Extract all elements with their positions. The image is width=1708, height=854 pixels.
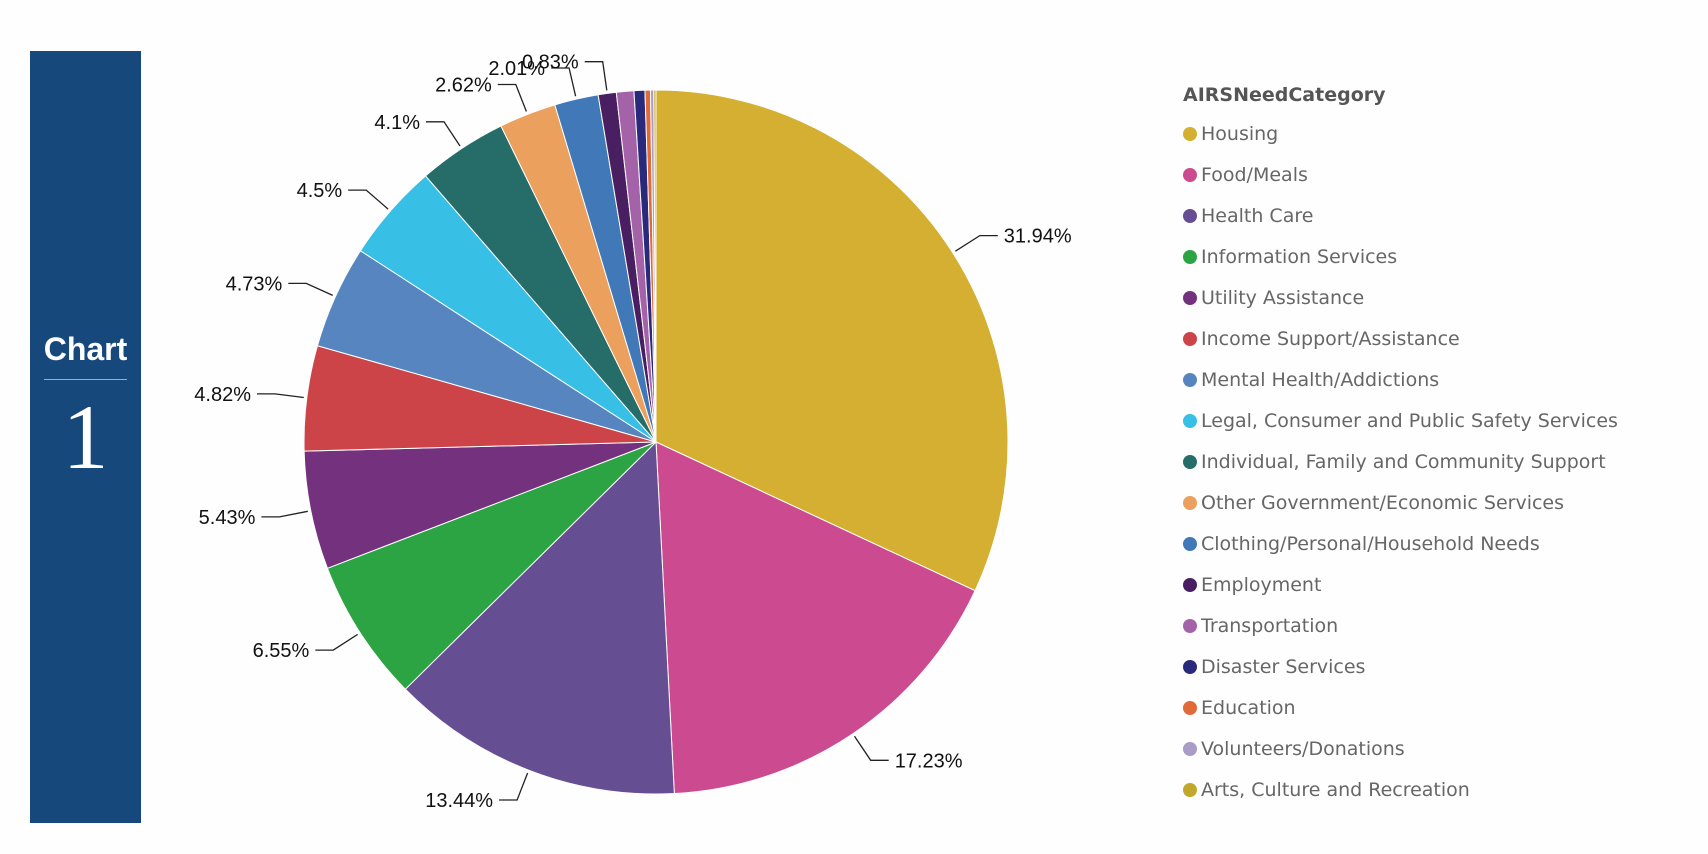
data-label-clothing-personal-household-needs: 2.01% — [488, 58, 545, 80]
label-leader-health-care — [499, 772, 529, 801]
data-label-information-services: 6.55% — [253, 640, 310, 662]
data-label-employment: 0.83% — [522, 52, 579, 74]
legend-label: Arts, Culture and Recreation — [1201, 778, 1470, 801]
label-leader-mental-health-addictions — [288, 282, 333, 296]
label-leader-employment — [584, 61, 608, 91]
data-label-income-support-assistance: 4.82% — [194, 384, 251, 406]
legend-swatch — [1183, 741, 1197, 756]
label-leader-other-government-economic-services — [497, 83, 528, 112]
legend-item-health-care[interactable]: Health Care — [1183, 195, 1618, 236]
pie-data-labels: 31.94% 17.23% 13.44% 6.55% 5.43% 4.82% 4.73% 4.… — [194, 52, 1072, 812]
data-label-individual-family-and-community-support: 4.1% — [374, 112, 420, 134]
pie-slice-arts-culture-and-recreation[interactable] — [653, 89, 657, 443]
legend-label: Mental Health/Addictions — [1201, 368, 1440, 391]
legend-label: Education — [1201, 696, 1296, 719]
pie-slice-information-services[interactable] — [326, 441, 657, 690]
legend-label: Information Services — [1201, 245, 1398, 268]
chart-number-panel: Chart 1 — [30, 51, 141, 823]
legend-item-housing[interactable]: Housing — [1183, 113, 1618, 154]
legend-item-volunteers-donations[interactable]: Volunteers/Donations — [1183, 728, 1618, 769]
legend-item-employment[interactable]: Employment — [1183, 564, 1618, 605]
legend-item-clothing-personal-household-needs[interactable]: Clothing/Personal/Household Needs — [1183, 523, 1618, 564]
legend-item-food-meals[interactable]: Food/Meals — [1183, 154, 1618, 195]
data-label-mental-health-addictions: 4.73% — [226, 273, 283, 295]
legend-label: Disaster Services — [1201, 655, 1366, 678]
label-leader-income-support-assistance — [257, 393, 304, 399]
data-label-legal-consumer-and-public-safety-services: 4.5% — [297, 180, 343, 202]
legend-title: AIRSNeedCategory — [1183, 84, 1386, 106]
label-leader-legal-consumer-and-public-safety-services — [348, 189, 389, 210]
label-leader-food-meals — [853, 735, 889, 761]
legend-item-information-services[interactable]: Information Services — [1183, 236, 1618, 277]
legend-swatch — [1183, 700, 1197, 715]
legend-swatch — [1183, 782, 1197, 797]
legend-item-income-support-assistance[interactable]: Income Support/Assistance — [1183, 318, 1618, 359]
label-leader-information-services — [315, 633, 358, 651]
legend-item-individual-family-and-community-support[interactable]: Individual, Family and Community Support — [1183, 441, 1618, 482]
data-label-food-meals: 17.23% — [895, 750, 963, 772]
legend-swatch — [1183, 495, 1197, 510]
legend-item-other-government-economic-services[interactable]: Other Government/Economic Services — [1183, 482, 1618, 523]
legend-label: Individual, Family and Community Support — [1201, 450, 1606, 473]
legend-label: Clothing/Personal/Household Needs — [1201, 532, 1540, 555]
label-leader-individual-family-and-community-support — [426, 121, 461, 147]
chart-number: 1 — [62, 386, 109, 488]
data-label-housing: 31.94% — [1004, 226, 1072, 248]
legend-swatch — [1183, 577, 1197, 592]
legend-label: Transportation — [1201, 614, 1339, 637]
data-label-utility-assistance: 5.43% — [199, 507, 256, 529]
legend-item-education[interactable]: Education — [1183, 687, 1618, 728]
legend-item-transportation[interactable]: Transportation — [1183, 605, 1618, 646]
data-label-other-government-economic-services: 2.62% — [435, 75, 492, 97]
legend-item-mental-health-addictions[interactable]: Mental Health/Addictions — [1183, 359, 1618, 400]
legend-swatch — [1183, 290, 1197, 305]
legend-item-legal-consumer-and-public-safety-services[interactable]: Legal, Consumer and Public Safety Servic… — [1183, 400, 1618, 441]
legend-label: Income Support/Assistance — [1201, 327, 1460, 350]
label-leader-clothing-personal-household-needs — [551, 67, 577, 97]
legend-label: Health Care — [1201, 204, 1314, 227]
pie-slice-housing[interactable] — [655, 89, 1009, 592]
legend-label: Utility Assistance — [1201, 286, 1365, 309]
legend-swatch — [1183, 331, 1197, 346]
legend-item-utility-assistance[interactable]: Utility Assistance — [1183, 277, 1618, 318]
pie-slice-food-meals[interactable] — [655, 441, 976, 795]
legend-label: Food/Meals — [1201, 163, 1308, 186]
legend-item-disaster-services[interactable]: Disaster Services — [1183, 646, 1618, 687]
panel-divider — [44, 379, 127, 380]
legend-swatch — [1183, 413, 1197, 428]
legend-swatch — [1183, 618, 1197, 633]
legend-swatch — [1183, 126, 1197, 141]
legend-label: Other Government/Economic Services — [1201, 491, 1565, 514]
legend-swatch — [1183, 659, 1197, 674]
legend-label: Employment — [1201, 573, 1322, 596]
legend-label: Legal, Consumer and Public Safety Servic… — [1201, 409, 1618, 432]
data-label-health-care: 13.44% — [425, 790, 493, 812]
label-leader-housing — [955, 234, 998, 252]
legend-swatch — [1183, 454, 1197, 469]
legend-label: Volunteers/Donations — [1201, 737, 1405, 760]
pie-slices — [303, 89, 1009, 795]
legend-swatch — [1183, 208, 1197, 223]
legend-swatch — [1183, 372, 1197, 387]
legend-item-arts-culture-and-recreation[interactable]: Arts, Culture and Recreation — [1183, 769, 1618, 810]
legend-swatch — [1183, 167, 1197, 182]
legend-swatch — [1183, 249, 1197, 264]
label-leader-utility-assistance — [261, 510, 308, 518]
pie-slice-health-care[interactable] — [404, 440, 675, 795]
legend-swatch — [1183, 536, 1197, 551]
chart-label: Chart — [43, 331, 128, 367]
legend: Housing Food/Meals Health Care Information … — [1183, 113, 1618, 810]
legend-label: Housing — [1201, 122, 1279, 145]
